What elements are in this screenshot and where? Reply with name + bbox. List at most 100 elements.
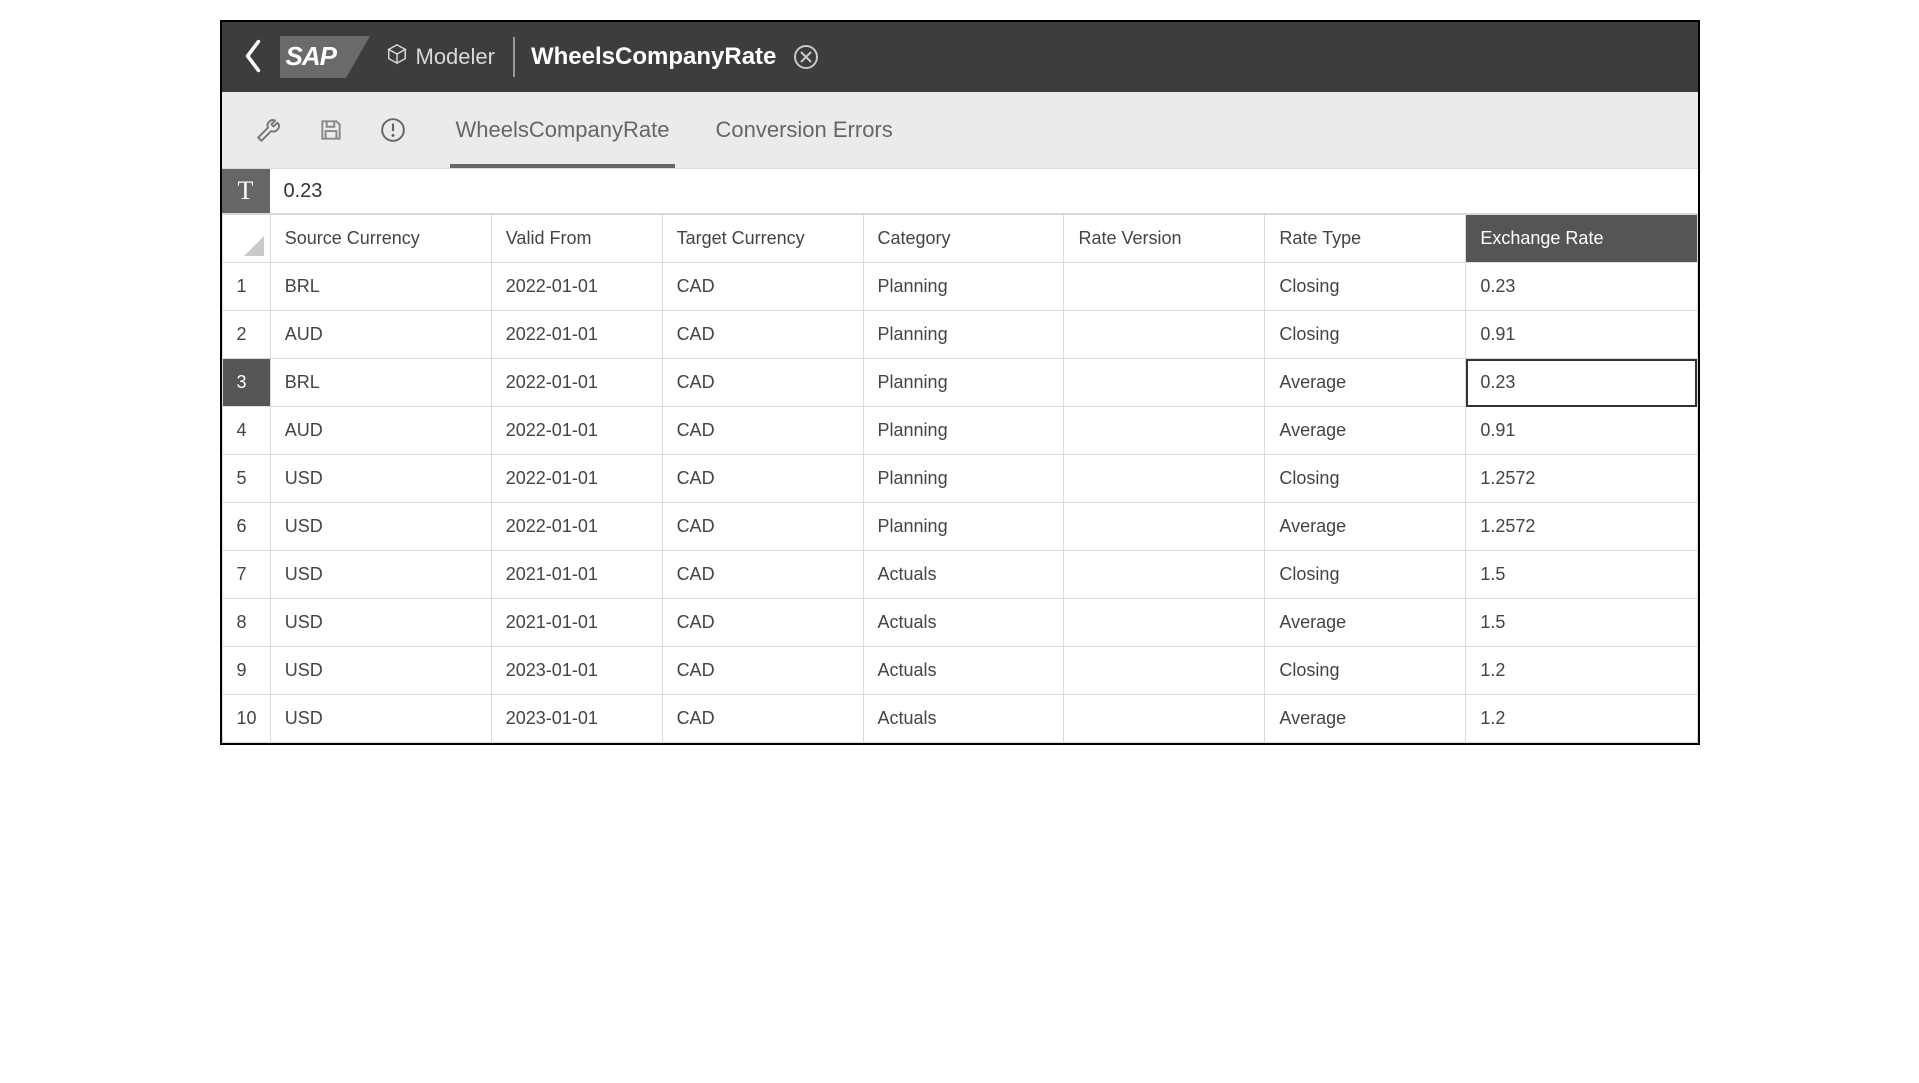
cell-target[interactable]: CAD	[662, 599, 863, 647]
cell-valid-from[interactable]: 2022-01-01	[491, 503, 662, 551]
modeler-section[interactable]: Modeler	[386, 37, 515, 77]
cell-source[interactable]: USD	[270, 599, 491, 647]
cell-source[interactable]: BRL	[270, 359, 491, 407]
cell-category[interactable]: Actuals	[863, 695, 1064, 743]
cell-rate-type[interactable]: Closing	[1265, 551, 1466, 599]
cell-rate-version[interactable]	[1064, 407, 1265, 455]
cell-valid-from[interactable]: 2022-01-01	[491, 407, 662, 455]
select-all-corner[interactable]	[222, 215, 270, 263]
col-rate-version[interactable]: Rate Version	[1064, 215, 1265, 263]
cell-rate-type[interactable]: Closing	[1265, 455, 1466, 503]
cell-exchange-rate[interactable]: 1.5	[1466, 599, 1697, 647]
close-tab-button[interactable]	[792, 43, 820, 71]
row-number[interactable]: 10	[222, 695, 270, 743]
row-number[interactable]: 8	[222, 599, 270, 647]
cell-category[interactable]: Actuals	[863, 599, 1064, 647]
row-number[interactable]: 6	[222, 503, 270, 551]
cell-exchange-rate[interactable]: 1.2	[1466, 647, 1697, 695]
cell-target[interactable]: CAD	[662, 407, 863, 455]
data-grid[interactable]: Source Currency Valid From Target Curren…	[222, 214, 1698, 743]
cell-rate-version[interactable]	[1064, 551, 1265, 599]
cell-target[interactable]: CAD	[662, 359, 863, 407]
cell-target[interactable]: CAD	[662, 263, 863, 311]
cell-target[interactable]: CAD	[662, 455, 863, 503]
cell-rate-type[interactable]: Average	[1265, 359, 1466, 407]
cell-source[interactable]: BRL	[270, 263, 491, 311]
cell-valid-from[interactable]: 2022-01-01	[491, 311, 662, 359]
cell-valid-from[interactable]: 2022-01-01	[491, 263, 662, 311]
row-number[interactable]: 9	[222, 647, 270, 695]
cell-source[interactable]: USD	[270, 551, 491, 599]
cell-category[interactable]: Planning	[863, 407, 1064, 455]
cell-rate-version[interactable]	[1064, 647, 1265, 695]
cell-valid-from[interactable]: 2022-01-01	[491, 455, 662, 503]
col-valid-from[interactable]: Valid From	[491, 215, 662, 263]
cell-exchange-rate[interactable]: 0.91	[1466, 311, 1697, 359]
table-row[interactable]: 7USD2021-01-01CADActuals Closing1.5	[222, 551, 1697, 599]
tab-conversion-errors[interactable]: Conversion Errors	[715, 92, 892, 168]
cell-source[interactable]: USD	[270, 503, 491, 551]
col-source-currency[interactable]: Source Currency	[270, 215, 491, 263]
cell-rate-version[interactable]	[1064, 311, 1265, 359]
cell-rate-type[interactable]: Average	[1265, 407, 1466, 455]
col-rate-type[interactable]: Rate Type	[1265, 215, 1466, 263]
cell-category[interactable]: Planning	[863, 455, 1064, 503]
table-row[interactable]: 10USD2023-01-01CADActuals Average1.2	[222, 695, 1697, 743]
table-row[interactable]: 5USD2022-01-01CADPlanningClosing1.2572	[222, 455, 1697, 503]
cell-exchange-rate[interactable]: 1.2	[1466, 695, 1697, 743]
cell-rate-type[interactable]: Average	[1265, 695, 1466, 743]
cell-rate-version[interactable]	[1064, 695, 1265, 743]
cell-source[interactable]: USD	[270, 455, 491, 503]
row-number[interactable]: 3	[222, 359, 270, 407]
cell-source[interactable]: USD	[270, 695, 491, 743]
table-row[interactable]: 1BRL2022-01-01CADPlanningClosing0.23	[222, 263, 1697, 311]
alert-icon[interactable]	[380, 117, 406, 143]
cell-valid-from[interactable]: 2022-01-01	[491, 359, 662, 407]
cell-category[interactable]: Planning	[863, 503, 1064, 551]
table-row[interactable]: 8USD2021-01-01CADActualsAverage1.5	[222, 599, 1697, 647]
cell-source[interactable]: AUD	[270, 311, 491, 359]
formula-value[interactable]: 0.23	[270, 169, 1698, 213]
cell-valid-from[interactable]: 2023-01-01	[491, 695, 662, 743]
table-row[interactable]: 3BRL2022-01-01CADPlanning Average0.23	[222, 359, 1697, 407]
cell-category[interactable]: Actuals	[863, 551, 1064, 599]
col-exchange-rate[interactable]: Exchange Rate	[1466, 215, 1697, 263]
cell-exchange-rate[interactable]: 0.23	[1466, 263, 1697, 311]
cell-exchange-rate[interactable]: 0.91	[1466, 407, 1697, 455]
cell-category[interactable]: Planning	[863, 311, 1064, 359]
cell-exchange-rate[interactable]: 1.2572	[1466, 455, 1697, 503]
row-number[interactable]: 1	[222, 263, 270, 311]
cell-rate-version[interactable]	[1064, 455, 1265, 503]
cell-rate-version[interactable]	[1064, 263, 1265, 311]
cell-rate-type[interactable]: Average	[1265, 599, 1466, 647]
tab-wheelscompanyrate[interactable]: WheelsCompanyRate	[456, 92, 670, 168]
cell-valid-from[interactable]: 2021-01-01	[491, 551, 662, 599]
cell-target[interactable]: CAD	[662, 503, 863, 551]
wrench-icon[interactable]	[256, 117, 282, 143]
col-target-currency[interactable]: Target Currency	[662, 215, 863, 263]
cell-target[interactable]: CAD	[662, 647, 863, 695]
back-button[interactable]	[242, 38, 264, 77]
row-number[interactable]: 4	[222, 407, 270, 455]
table-row[interactable]: 4AUD2022-01-01CADPlanningAverage0.91	[222, 407, 1697, 455]
cell-exchange-rate[interactable]: 1.2572	[1466, 503, 1697, 551]
cell-category[interactable]: Actuals	[863, 647, 1064, 695]
cell-category[interactable]: Planning	[863, 359, 1064, 407]
cell-target[interactable]: CAD	[662, 551, 863, 599]
formula-type-marker[interactable]: T	[222, 169, 270, 213]
cell-exchange-rate[interactable]: 0.23	[1466, 359, 1697, 407]
cell-rate-version[interactable]	[1064, 599, 1265, 647]
table-row[interactable]: 2AUD2022-01-01CADPlanningClosing0.91	[222, 311, 1697, 359]
col-category[interactable]: Category	[863, 215, 1064, 263]
cell-target[interactable]: CAD	[662, 695, 863, 743]
table-row[interactable]: 6USD2022-01-01CADPlanning Average1.2572	[222, 503, 1697, 551]
cell-rate-type[interactable]: Average	[1265, 503, 1466, 551]
cell-rate-type[interactable]: Closing	[1265, 263, 1466, 311]
row-number[interactable]: 7	[222, 551, 270, 599]
cell-exchange-rate[interactable]: 1.5	[1466, 551, 1697, 599]
cell-target[interactable]: CAD	[662, 311, 863, 359]
row-number[interactable]: 2	[222, 311, 270, 359]
cell-rate-type[interactable]: Closing	[1265, 647, 1466, 695]
cell-valid-from[interactable]: 2023-01-01	[491, 647, 662, 695]
save-icon[interactable]	[318, 117, 344, 143]
